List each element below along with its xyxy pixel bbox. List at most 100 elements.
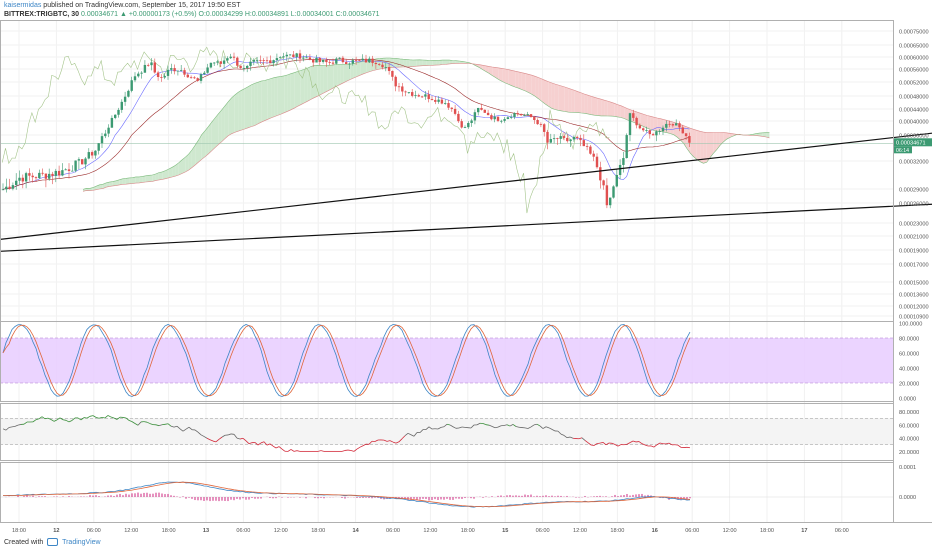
candle-body <box>34 177 38 179</box>
candle-body <box>612 186 615 198</box>
rsi-segment <box>227 433 232 436</box>
tradingview-link[interactable]: TradingView <box>62 538 101 546</box>
rsi-segment <box>356 446 361 450</box>
candle-body <box>437 99 440 102</box>
time-tick-label: 12:00 <box>723 528 737 534</box>
kumo-segment <box>244 86 248 129</box>
kumo-segment <box>422 60 427 66</box>
candle-body <box>486 112 490 116</box>
rsi-segment <box>317 450 322 452</box>
candle-body <box>556 138 559 139</box>
rsi-segment <box>104 415 109 419</box>
rsi-segment <box>38 416 43 420</box>
price-tick-label: 0.00029000 <box>899 188 929 194</box>
time-tick-label: 14 <box>352 528 359 534</box>
kumo-segment <box>366 59 371 73</box>
stoch-tick-label: 100.0000 <box>899 322 922 328</box>
candle-body <box>246 65 249 68</box>
trendline-2[interactable] <box>0 203 932 252</box>
rsi-pane <box>0 415 893 452</box>
candle-body <box>559 136 562 139</box>
trendline-1[interactable] <box>0 132 932 240</box>
kumo-segment <box>208 122 212 154</box>
symbol-name[interactable]: BITTREX:TRIGBTC, 30 <box>4 11 80 18</box>
candle-body <box>562 136 566 138</box>
candle-body <box>599 167 602 181</box>
price-tick-label: 0.00044000 <box>899 108 929 114</box>
kumo-segment <box>112 180 116 186</box>
rsi-segment <box>665 442 670 445</box>
kumo-segment <box>644 114 648 129</box>
kumo-segment <box>201 130 206 160</box>
time-tick-label: 06:00 <box>835 528 849 534</box>
rsi-segment <box>260 441 265 444</box>
candle-body <box>64 169 67 171</box>
kumo-segment <box>218 110 222 145</box>
price-tick-label: 0.00013600 <box>899 293 929 299</box>
kumo-segment <box>99 184 103 190</box>
rsi-segment <box>107 415 112 418</box>
kumo-segment <box>637 112 641 126</box>
kumo-segment <box>119 178 123 185</box>
candle-body <box>632 113 635 118</box>
rsi-segment <box>122 417 127 419</box>
candle-body <box>414 95 417 96</box>
time-tick-label: 12:00 <box>274 528 288 534</box>
candle-body <box>193 77 196 79</box>
rsi-segment <box>587 442 592 446</box>
rsi-band <box>0 418 893 445</box>
kumo-segment <box>574 90 578 113</box>
publish-line: kaisermidas published on TradingView.com… <box>4 2 240 9</box>
candle-body <box>180 70 183 71</box>
rsi-segment <box>536 423 541 427</box>
candle-body <box>259 59 262 61</box>
kumo-segment <box>452 60 456 64</box>
rsi-segment <box>56 417 61 421</box>
kumo-segment <box>327 65 331 92</box>
rsi-segment <box>512 424 517 427</box>
kumo-segment <box>611 102 615 117</box>
kumo-segment <box>234 92 239 133</box>
rsi-segment <box>131 421 136 424</box>
candle-body <box>480 107 483 110</box>
kumo-segment <box>531 75 536 97</box>
candle-body <box>552 138 556 140</box>
kumo-segment <box>564 87 569 113</box>
candle-body <box>331 62 335 64</box>
candle-body <box>242 67 246 69</box>
candle-body <box>675 123 678 126</box>
candle-body <box>67 169 71 171</box>
time-tick-label: 12:00 <box>573 528 587 534</box>
candle-body <box>496 116 500 121</box>
trendlines[interactable] <box>0 132 932 252</box>
kumo-segment <box>271 77 275 118</box>
candle-body <box>249 61 252 66</box>
kumo-segment <box>729 133 734 138</box>
candle-body <box>638 125 642 129</box>
kumo-segment <box>762 132 767 138</box>
kumo-segment <box>657 117 661 132</box>
rsi-segment <box>602 442 607 446</box>
rsi-segment <box>200 434 205 437</box>
kumo-segment <box>485 65 489 74</box>
candle-body <box>143 64 147 73</box>
candle-body <box>338 57 341 59</box>
candle-body <box>582 140 585 147</box>
low-value: L:0.00034001 <box>290 11 334 18</box>
rsi-segment <box>527 426 532 429</box>
author-link[interactable]: kaisermidas <box>4 2 42 9</box>
candle-body <box>529 114 533 118</box>
kumo-segment <box>446 60 450 65</box>
candle-body <box>186 74 189 78</box>
candle-body <box>345 62 348 65</box>
kumo-segment <box>429 60 433 66</box>
kumo-segment <box>673 122 677 137</box>
candlesticks <box>1 49 691 209</box>
kumo-segment <box>683 125 687 149</box>
candle-body <box>18 177 21 181</box>
candle-body <box>8 186 11 189</box>
kumo-segment <box>703 132 707 164</box>
rsi-segment <box>542 426 547 429</box>
stoch-tick-label: 60.0000 <box>899 352 919 358</box>
